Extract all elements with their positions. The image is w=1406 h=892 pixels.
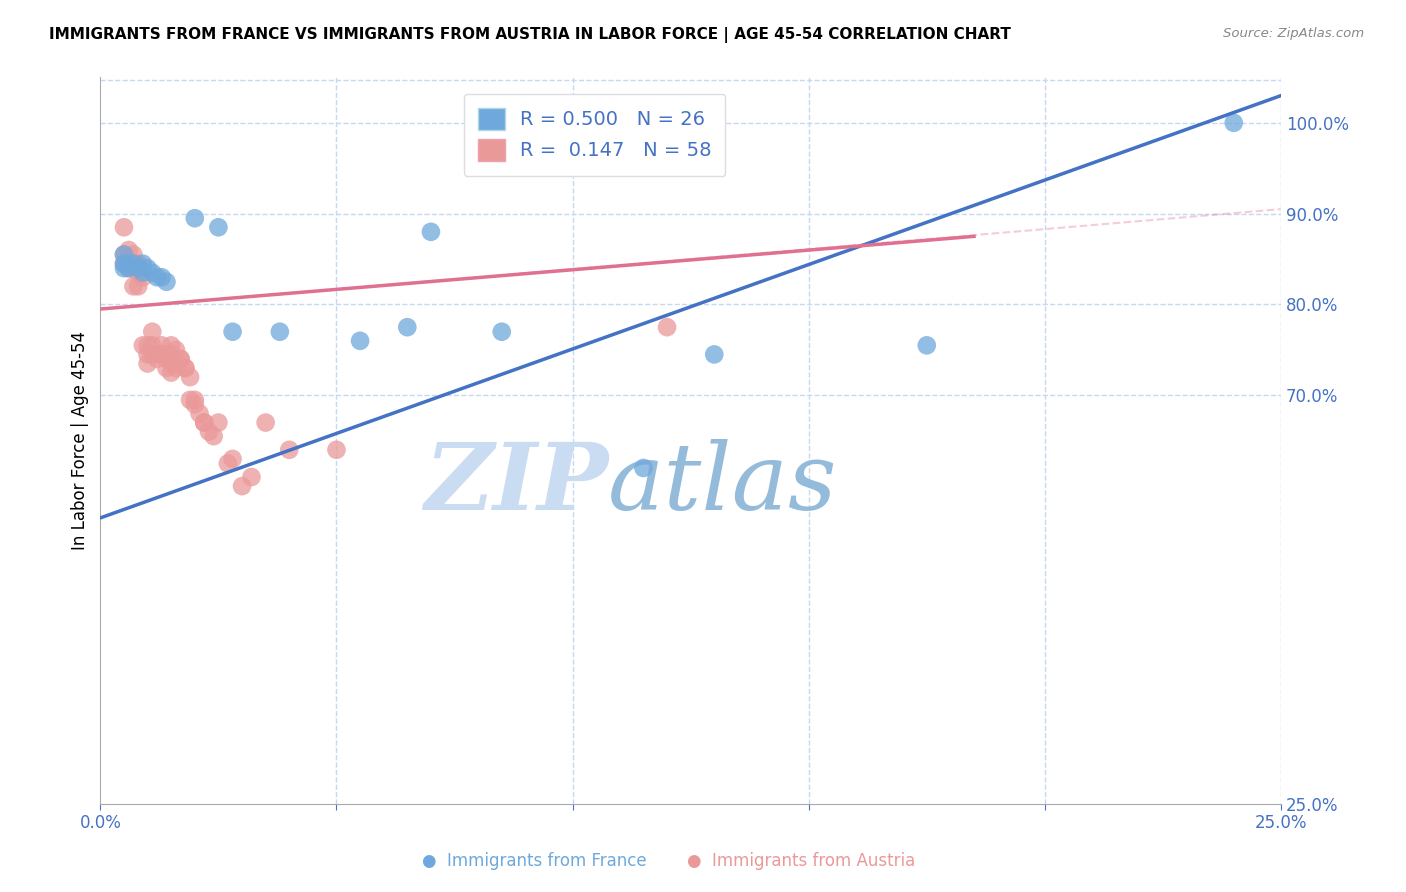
Point (155, 351, 177, 366)
Point (184, 211, 207, 226)
Point (118, 257, 141, 271)
Point (165, 357, 187, 371)
Point (254, 416, 277, 430)
Point (122, 257, 145, 271)
Text: atlas: atlas (607, 439, 838, 529)
Point (136, 347, 159, 361)
Point (184, 392, 207, 407)
Point (122, 257, 145, 271)
Point (179, 370, 201, 384)
Point (132, 266, 155, 280)
Point (141, 325, 163, 339)
Point (155, 275, 177, 289)
Point (165, 361, 187, 376)
Text: IMMIGRANTS FROM FRANCE VS IMMIGRANTS FROM AUSTRIA IN LABOR FORCE | AGE 45-54 COR: IMMIGRANTS FROM FRANCE VS IMMIGRANTS FRO… (49, 27, 1011, 43)
Point (491, 325, 513, 339)
Point (146, 351, 169, 366)
Legend: R = 0.500   N = 26, R =  0.147   N = 58: R = 0.500 N = 26, R = 0.147 N = 58 (464, 94, 725, 176)
Point (136, 357, 159, 371)
Point (160, 366, 183, 380)
Point (127, 266, 149, 280)
Point (150, 347, 173, 361)
Point (141, 266, 163, 280)
Point (198, 425, 221, 439)
Point (132, 270, 155, 285)
Point (655, 320, 678, 334)
Point (150, 270, 173, 285)
Point (132, 338, 155, 352)
Text: Source: ZipAtlas.com: Source: ZipAtlas.com (1223, 27, 1364, 40)
Point (112, 220, 135, 235)
Point (269, 325, 291, 339)
Text: ●  Immigrants from Austria: ● Immigrants from Austria (688, 852, 915, 870)
Point (165, 343, 187, 357)
Point (118, 261, 141, 276)
Point (915, 338, 938, 352)
Point (240, 470, 263, 484)
Point (349, 334, 371, 348)
Point (112, 257, 135, 271)
Point (155, 361, 177, 376)
Point (188, 407, 211, 421)
Point (118, 243, 141, 257)
Point (160, 347, 183, 361)
Point (193, 416, 215, 430)
Point (141, 338, 163, 352)
Point (396, 320, 419, 334)
Point (325, 442, 347, 457)
Point (132, 257, 155, 271)
Point (217, 457, 239, 471)
Point (419, 225, 441, 239)
Point (150, 338, 173, 352)
Point (160, 357, 183, 371)
Point (1222, 116, 1244, 130)
Point (146, 347, 169, 361)
Point (202, 429, 225, 443)
Point (179, 392, 201, 407)
Point (207, 220, 229, 235)
Point (207, 416, 229, 430)
Point (127, 279, 149, 293)
Point (221, 325, 243, 339)
Point (136, 338, 159, 352)
Point (169, 351, 191, 366)
Point (174, 361, 197, 376)
Point (127, 261, 149, 276)
Point (127, 261, 149, 276)
Point (221, 451, 243, 466)
Point (136, 261, 159, 276)
Point (132, 261, 155, 276)
Point (231, 479, 253, 493)
Text: ●  Immigrants from France: ● Immigrants from France (422, 852, 647, 870)
Point (703, 347, 725, 361)
Point (160, 338, 183, 352)
Text: ZIP: ZIP (423, 439, 607, 529)
Point (112, 247, 135, 261)
Point (146, 270, 169, 285)
Point (122, 247, 145, 261)
Point (155, 347, 177, 361)
Y-axis label: In Labor Force | Age 45-54: In Labor Force | Age 45-54 (72, 331, 89, 550)
Point (118, 257, 141, 271)
Point (112, 257, 135, 271)
Point (118, 261, 141, 276)
Point (112, 247, 135, 261)
Point (122, 279, 145, 293)
Point (169, 351, 191, 366)
Point (193, 416, 215, 430)
Point (278, 442, 301, 457)
Point (633, 461, 655, 475)
Point (184, 397, 207, 411)
Point (141, 347, 163, 361)
Point (174, 361, 197, 376)
Point (112, 261, 135, 276)
Point (127, 257, 149, 271)
